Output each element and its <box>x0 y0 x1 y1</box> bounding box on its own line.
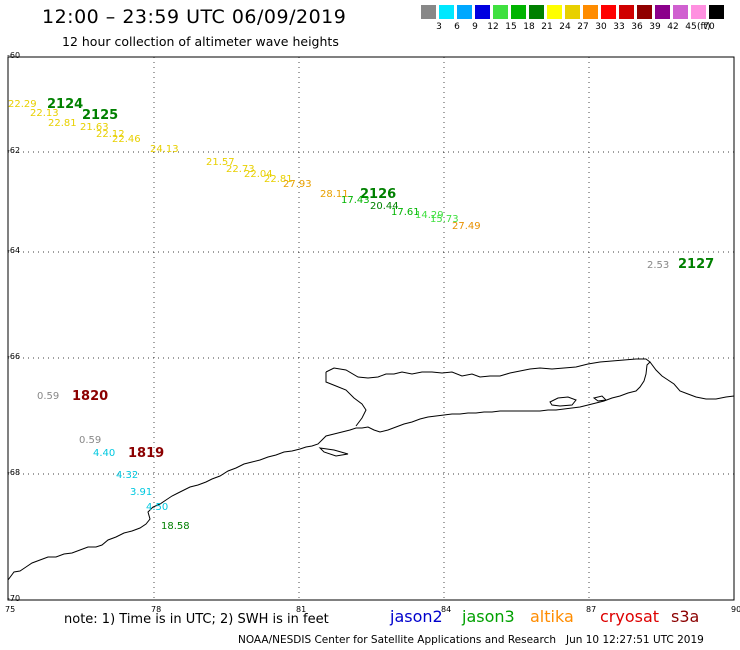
color-scale-swatch <box>673 5 688 19</box>
map-frame <box>7 56 735 601</box>
color-scale-label: 39 <box>649 22 661 32</box>
wave-height-value: 22.46 <box>112 134 141 145</box>
wave-height-value: 3.91 <box>130 487 153 498</box>
color-scale-swatch <box>691 5 706 19</box>
satellite-legend-item: jason3 <box>462 607 515 626</box>
color-scale-swatch <box>529 5 544 19</box>
track-label: 2126 <box>360 187 397 202</box>
satellite-legend-item: s3a <box>671 607 700 626</box>
longitude-label: 75 <box>5 605 16 614</box>
wave-height-value: 2.53 <box>647 260 670 271</box>
wave-height-value: 28.11 <box>320 189 349 200</box>
longitude-label: 87 <box>586 605 597 614</box>
gridlines <box>8 57 734 600</box>
longitude-label: 90 <box>731 605 740 614</box>
color-scale-swatch <box>475 5 490 19</box>
wave-height-value: 21.63 <box>80 122 109 133</box>
color-scale-label: 6 <box>454 22 460 32</box>
color-scale-label: 12 <box>487 22 499 32</box>
longitude-label: 78 <box>151 605 162 614</box>
wave-height-value: 22.81 <box>48 118 77 129</box>
color-scale-swatch <box>547 5 562 19</box>
color-scale-swatch <box>619 5 634 19</box>
color-scale-swatch <box>601 5 616 19</box>
longitude-label: 81 <box>296 605 307 614</box>
footer-timestamp: Jun 10 12:27:51 UTC 2019 <box>566 634 704 646</box>
wave-height-value: 24.13 <box>150 144 179 155</box>
latitude-label: -70 <box>7 594 21 603</box>
wave-height-value: 4.32 <box>116 470 139 481</box>
wave-height-value: 27.49 <box>452 221 481 232</box>
color-scale-swatch <box>421 5 436 19</box>
track-label: 1819 <box>128 446 165 461</box>
color-scale-label: 9 <box>472 22 478 32</box>
latitude-label: -64 <box>7 246 21 255</box>
latitude-label: -68 <box>7 468 21 477</box>
color-scale-swatch <box>457 5 472 19</box>
color-scale-label: 3 <box>436 22 442 32</box>
wave-height-value: 0.59 <box>79 435 102 446</box>
wave-height-value: 22.73 <box>226 164 255 175</box>
color-scale-swatch <box>565 5 580 19</box>
latitude-label: -62 <box>7 146 21 155</box>
color-scale-label: 45 <box>685 22 697 32</box>
color-scale-swatch <box>583 5 598 19</box>
wave-height-value: 21.57 <box>206 157 235 168</box>
track-label: 2127 <box>678 257 715 272</box>
color-scale-swatch <box>493 5 508 19</box>
wave-height-value: 27.93 <box>283 179 312 190</box>
color-scale-label: 36 <box>631 22 643 32</box>
color-scale-swatch <box>655 5 670 19</box>
color-scale-swatch <box>637 5 652 19</box>
longitude-label: 84 <box>441 605 452 614</box>
color-scale-label: 70 <box>703 22 715 32</box>
wave-height-value: 15.73 <box>430 214 459 225</box>
footer-credit: NOAA/NESDIS Center for Satellite Applica… <box>238 634 556 646</box>
map-subtitle: 12 hour collection of altimeter wave hei… <box>62 34 339 49</box>
wave-height-value: 22.13 <box>30 108 59 119</box>
color-scale-label: 27 <box>577 22 589 32</box>
footer-note: note: 1) Time is in UTC; 2) SWH is in fe… <box>64 612 329 627</box>
wave-height-value: 22.81 <box>264 174 293 185</box>
wave-height-value: 4.50 <box>146 502 169 513</box>
track-label: 2125 <box>82 108 119 123</box>
color-scale-label: 42 <box>667 22 679 32</box>
color-scale-swatch <box>439 5 454 19</box>
color-scale-swatch <box>511 5 526 19</box>
wave-height-value: 22.12 <box>96 129 125 140</box>
track-label: 2124 <box>47 97 84 112</box>
wave-height-value: 4.40 <box>93 448 116 459</box>
wave-height-value: 20.44 <box>370 201 399 212</box>
wave-height-value: 0.59 <box>37 391 60 402</box>
color-scale-label: 18 <box>523 22 535 32</box>
color-scale-swatch <box>709 5 724 19</box>
color-scale-unit: (ft) <box>697 22 711 32</box>
latitude-label: -66 <box>7 352 21 361</box>
track-label: 1820 <box>72 389 109 404</box>
coastline <box>7 358 735 581</box>
latitude-label: -60 <box>7 51 21 60</box>
wave-height-value: 14.29 <box>415 210 444 221</box>
satellite-legend-item: jason2 <box>390 607 443 626</box>
wave-height-value: 17.43 <box>341 195 370 206</box>
wave-height-value: 18.58 <box>161 521 190 532</box>
satellite-legend-item: altika <box>530 607 574 626</box>
color-scale-label: 24 <box>559 22 571 32</box>
color-scale-label: 15 <box>505 22 517 32</box>
wave-height-value: 17.61 <box>391 207 420 218</box>
satellite-legend-item: cryosat <box>600 607 660 626</box>
color-scale-label: 21 <box>541 22 553 32</box>
wave-height-value: 22.04 <box>244 169 273 180</box>
wave-height-value: 22.29 <box>8 99 37 110</box>
color-scale-label: 33 <box>613 22 625 32</box>
map-title: 12:00 – 23:59 UTC 06/09/2019 <box>42 6 347 28</box>
color-scale-label: 30 <box>595 22 607 32</box>
